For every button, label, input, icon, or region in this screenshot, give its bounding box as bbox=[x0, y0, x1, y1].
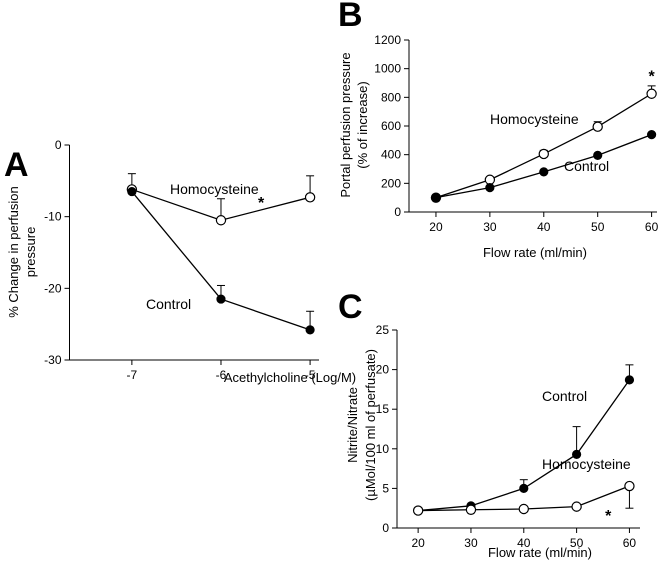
panel-b-letter: B bbox=[338, 0, 363, 34]
panel-b-control-series-point bbox=[485, 183, 495, 193]
panel-b-y-tick-label: 0 bbox=[394, 205, 401, 219]
panel-b-y-axis-label-line1: Portal perfusion pressure bbox=[338, 52, 353, 197]
panel-a-control-series-point bbox=[216, 294, 226, 304]
panel-b-control-series-point bbox=[539, 167, 549, 177]
panel-c-y-tick-label: 0 bbox=[382, 521, 389, 535]
panel-b-control-series-point bbox=[647, 130, 657, 140]
panel-c-x-tick-label: 40 bbox=[517, 536, 531, 550]
panel-c-y-tick-label: 10 bbox=[376, 442, 390, 456]
panel-a-homocysteine-series-point bbox=[304, 192, 316, 203]
panel-b-significance-star: * bbox=[648, 69, 655, 86]
panel-b: B Homocysteine Control Flow rate (ml/min… bbox=[338, 0, 659, 260]
panel-c-y-tick-label: 25 bbox=[376, 323, 390, 337]
panel-c-homocysteine-series-point bbox=[624, 480, 635, 492]
panel-a-y-tick-label: -10 bbox=[44, 210, 62, 224]
panel-a-y-axis-label-line2: pressure bbox=[23, 227, 38, 278]
panel-c-y-tick-label: 5 bbox=[382, 481, 389, 495]
panel-a-y-tick-label: -30 bbox=[44, 353, 62, 367]
panel-c-control-series-point bbox=[572, 449, 582, 459]
panel-b-y-tick-label: 1000 bbox=[374, 62, 401, 76]
panel-c-x-tick-label: 60 bbox=[623, 536, 637, 550]
panel-c-x-tick-label: 30 bbox=[464, 536, 478, 550]
panel-a-significance-star: * bbox=[258, 195, 265, 212]
panel-b-y-tick-label: 600 bbox=[381, 119, 401, 133]
panel-a-x-tick-label: -5 bbox=[305, 368, 316, 382]
panel-b-homocysteine-series-point bbox=[484, 174, 496, 185]
panel-a-y-tick-label: 0 bbox=[55, 138, 62, 152]
panel-b-homocysteine-label: Homocysteine bbox=[490, 111, 579, 127]
panel-a-y-axis-label-line1: % Change in perfusion bbox=[6, 186, 21, 318]
panel-b-y-tick-label: 1200 bbox=[374, 33, 401, 47]
panel-c-y-axis-label-line2: (µMol/100 ml of perfusate) bbox=[363, 349, 378, 501]
panel-c-x-tick-label: 50 bbox=[570, 536, 584, 550]
panel-a-letter: A bbox=[4, 146, 29, 184]
panel-b-control-label: Control bbox=[564, 158, 609, 174]
panel-c-x-tick-label: 20 bbox=[411, 536, 425, 550]
panel-a-control-label: Control bbox=[146, 296, 191, 312]
panel-b-x-tick-label: 30 bbox=[483, 220, 497, 234]
panel-a-x-axis-label: Acethylcholine (Log/M) bbox=[224, 370, 356, 385]
panel-a-x-tick-label: -6 bbox=[216, 368, 227, 382]
panel-c-significance-star: * bbox=[605, 508, 612, 525]
panel-c-control-series-point bbox=[624, 375, 635, 385]
panel-c-y-tick-label: 20 bbox=[376, 363, 390, 377]
panel-c-homocysteine-series-point bbox=[571, 501, 582, 512]
panel-c: C Control Homocysteine Flow rate (ml/min… bbox=[338, 288, 640, 560]
panel-c-x-axis-label: Flow rate (ml/min) bbox=[488, 545, 592, 560]
panel-c-control-series-point bbox=[519, 483, 529, 493]
panel-b-homocysteine-series-point bbox=[646, 88, 657, 99]
panel-c-homocysteine-series-point bbox=[412, 505, 424, 516]
panel-b-y-tick-label: 400 bbox=[381, 148, 401, 162]
panel-a-homocysteine-label: Homocysteine bbox=[170, 181, 259, 197]
panel-b-homocysteine-series-point bbox=[592, 121, 603, 132]
panel-c-homocysteine-series-point bbox=[518, 503, 529, 515]
panel-b-x-axis-label: Flow rate (ml/min) bbox=[483, 245, 587, 260]
panel-b-control-series-point bbox=[593, 150, 603, 160]
panel-c-y-tick-label: 15 bbox=[376, 402, 390, 416]
panel-b-homocysteine-series-point bbox=[538, 148, 549, 160]
panel-a-homocysteine-series-point bbox=[215, 215, 227, 226]
panel-b-y-tick-label: 800 bbox=[381, 90, 401, 104]
panel-b-x-tick-label: 60 bbox=[645, 220, 659, 234]
panel-c-control-label: Control bbox=[542, 388, 587, 404]
panel-a-y-tick-label: -20 bbox=[44, 281, 62, 295]
panel-a-x-tick-label: -7 bbox=[127, 368, 138, 382]
panel-b-x-tick-label: 20 bbox=[429, 220, 443, 234]
panel-a-control-series-point bbox=[305, 325, 315, 335]
panel-b-x-tick-label: 40 bbox=[537, 220, 551, 234]
panel-b-y-axis-label-line2: (% of increase) bbox=[355, 81, 370, 168]
panel-c-y-axis-label-line1: Nitrite/Nitrate bbox=[345, 387, 360, 463]
panel-a: A Homocysteine Control Acethylcholine (L… bbox=[4, 138, 356, 385]
panel-c-homocysteine-series-point bbox=[465, 504, 477, 515]
panel-b-y-tick-label: 200 bbox=[381, 176, 401, 190]
panel-c-homocysteine-label: Homocysteine bbox=[542, 456, 631, 472]
panel-a-control-series-point bbox=[127, 186, 137, 197]
panel-b-homocysteine-series-line bbox=[435, 93, 652, 199]
panel-b-x-tick-label: 50 bbox=[591, 220, 605, 234]
panel-b-control-series-line bbox=[435, 133, 652, 199]
panel-c-letter: C bbox=[338, 288, 363, 326]
panel-b-control-series-point bbox=[431, 193, 441, 203]
